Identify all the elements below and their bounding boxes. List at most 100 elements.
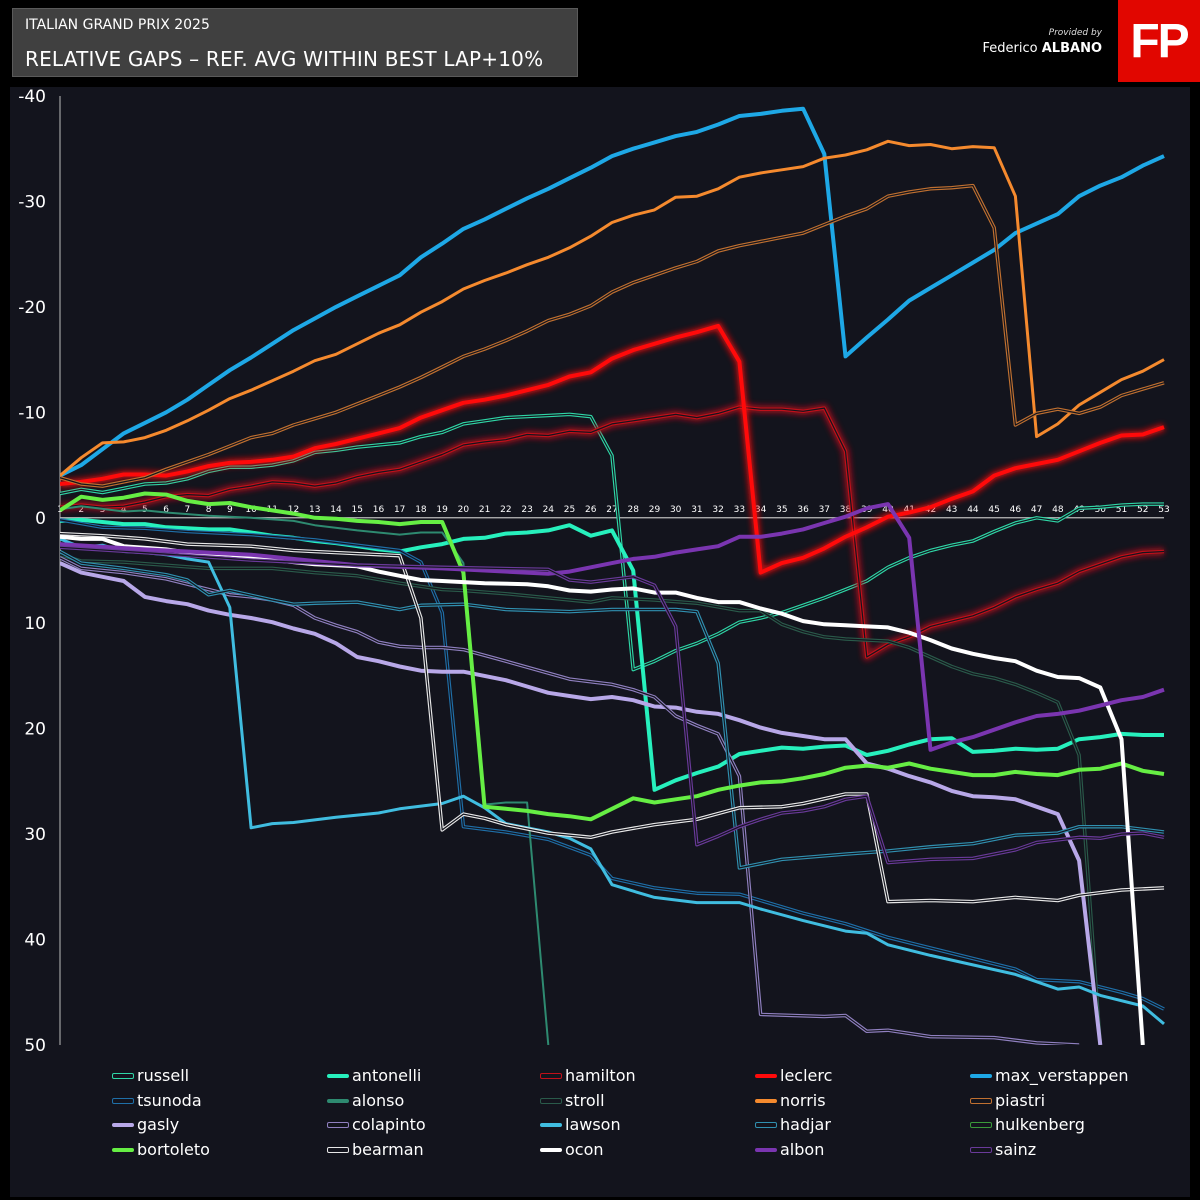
series-antonelli [60, 517, 1164, 792]
series-sainz [60, 545, 1165, 865]
legend-label: hamilton [565, 1066, 636, 1085]
x-tick-label: 48 [1052, 505, 1064, 515]
x-tick-label: 2 [78, 505, 84, 515]
x-tick-label: 13 [309, 505, 320, 515]
x-tick-label: 40 [882, 505, 894, 515]
series-line [60, 412, 1164, 672]
series-line-inner [60, 519, 1165, 1010]
series-gasly [60, 561, 1103, 1045]
x-tick-label: 15 [352, 505, 363, 515]
author: Federico ALBANO [983, 41, 1102, 56]
x-tick-label: 28 [628, 505, 640, 515]
series-line [60, 106, 1165, 478]
series-line [60, 537, 1165, 1026]
series-line-inner [60, 557, 1080, 1045]
series-line [60, 517, 1164, 792]
legend-swatch [112, 1097, 134, 1104]
x-tick-label: 36 [797, 505, 809, 515]
x-tick-label: 6 [163, 505, 169, 515]
x-tick-label: 22 [500, 505, 511, 515]
legend-swatch [970, 1121, 992, 1128]
x-tick-label: 14 [330, 505, 342, 515]
y-tick-label: -40 [18, 87, 46, 107]
x-tick-label: 51 [1116, 505, 1127, 515]
legend-swatch [970, 1097, 992, 1104]
legend-item-leclerc: leclerc [755, 1066, 832, 1085]
series-norris [60, 139, 1165, 477]
series-albon [60, 502, 1165, 752]
legend-label: antonelli [352, 1066, 422, 1085]
legend-label: norris [780, 1091, 826, 1110]
y-tick-label: -30 [18, 192, 46, 212]
y-tick-label: 30 [24, 825, 46, 845]
x-tick-label: 46 [1010, 505, 1022, 515]
series-alonso [60, 505, 550, 1045]
legend-swatch [112, 1122, 134, 1127]
series-line [60, 505, 550, 1045]
series-line [60, 553, 1103, 1045]
legend-label: bortoleto [137, 1140, 210, 1159]
legend-swatch [970, 1073, 992, 1078]
series-piastri [60, 183, 1165, 488]
legend-label: stroll [565, 1091, 605, 1110]
x-tick-label: 52 [1137, 505, 1148, 515]
x-tick-label: 16 [373, 505, 385, 515]
x-tick-label: 8 [206, 505, 212, 515]
series-line-inner [60, 554, 1101, 1045]
series-hadjar [60, 549, 1165, 870]
title-box: ITALIAN GRAND PRIX 2025 RELATIVE GAPS – … [12, 8, 578, 77]
series-line [60, 139, 1165, 477]
legend-label: max_verstappen [995, 1066, 1129, 1085]
legend-swatch [112, 1147, 134, 1152]
series-russell [60, 412, 1164, 672]
series-line-inner [60, 533, 1165, 903]
legend-item-alonso: alonso [327, 1091, 404, 1110]
x-tick-label: 37 [819, 505, 830, 515]
legend-label: bearman [352, 1140, 424, 1159]
x-tick-label: 35 [776, 505, 787, 515]
legend-item-ocon: ocon [540, 1140, 604, 1159]
legend-swatch [327, 1121, 349, 1128]
series-max_verstappen [60, 106, 1165, 478]
legend-item-piastri: piastri [970, 1091, 1045, 1110]
series-line-inner [60, 185, 1165, 487]
series-colapinto [60, 556, 1080, 1045]
x-tick-label: 31 [691, 505, 702, 515]
legend-label: gasly [137, 1115, 180, 1134]
legend-label: russell [137, 1066, 190, 1085]
legend-item-hulkenberg: hulkenberg [970, 1115, 1085, 1134]
series-line [60, 502, 1165, 752]
legend-item-antonelli: antonelli [327, 1066, 421, 1085]
legend-swatch [970, 1146, 992, 1153]
y-tick-label: 50 [24, 1036, 46, 1056]
x-tick-label: 44 [967, 505, 979, 515]
legend-item-albon: albon [755, 1140, 824, 1159]
series-line [60, 534, 1145, 1045]
provided-by: Provided by [1048, 28, 1102, 38]
legend-swatch [755, 1098, 777, 1103]
legend-label: hulkenberg [995, 1115, 1085, 1134]
legend-swatch [755, 1121, 777, 1128]
plot-area [10, 87, 1190, 1197]
legend-label: tsunoda [137, 1091, 202, 1110]
legend-label: lawson [565, 1115, 621, 1134]
series-leclerc [60, 321, 1166, 577]
series-line [60, 491, 1165, 822]
x-tick-label: 12 [288, 505, 299, 515]
x-tick-label: 53 [1158, 505, 1169, 515]
legend-label: ocon [565, 1140, 604, 1159]
legend-swatch [327, 1098, 349, 1103]
legend-swatch [540, 1122, 562, 1127]
series-line-inner [60, 406, 1165, 658]
series-line [60, 183, 1165, 488]
series-lawson [60, 537, 1165, 1026]
legend-item-russell: russell [112, 1066, 189, 1085]
x-tick-label: 45 [988, 505, 999, 515]
x-tick-label: 10 [245, 505, 257, 515]
event-name: ITALIAN GRAND PRIX 2025 [25, 17, 210, 33]
x-tick-label: 50 [1095, 505, 1107, 515]
author-last: ALBANO [1041, 41, 1102, 56]
author-first: Federico [982, 41, 1038, 56]
series-hamilton [60, 403, 1165, 661]
legend-item-hamilton: hamilton [540, 1066, 636, 1085]
